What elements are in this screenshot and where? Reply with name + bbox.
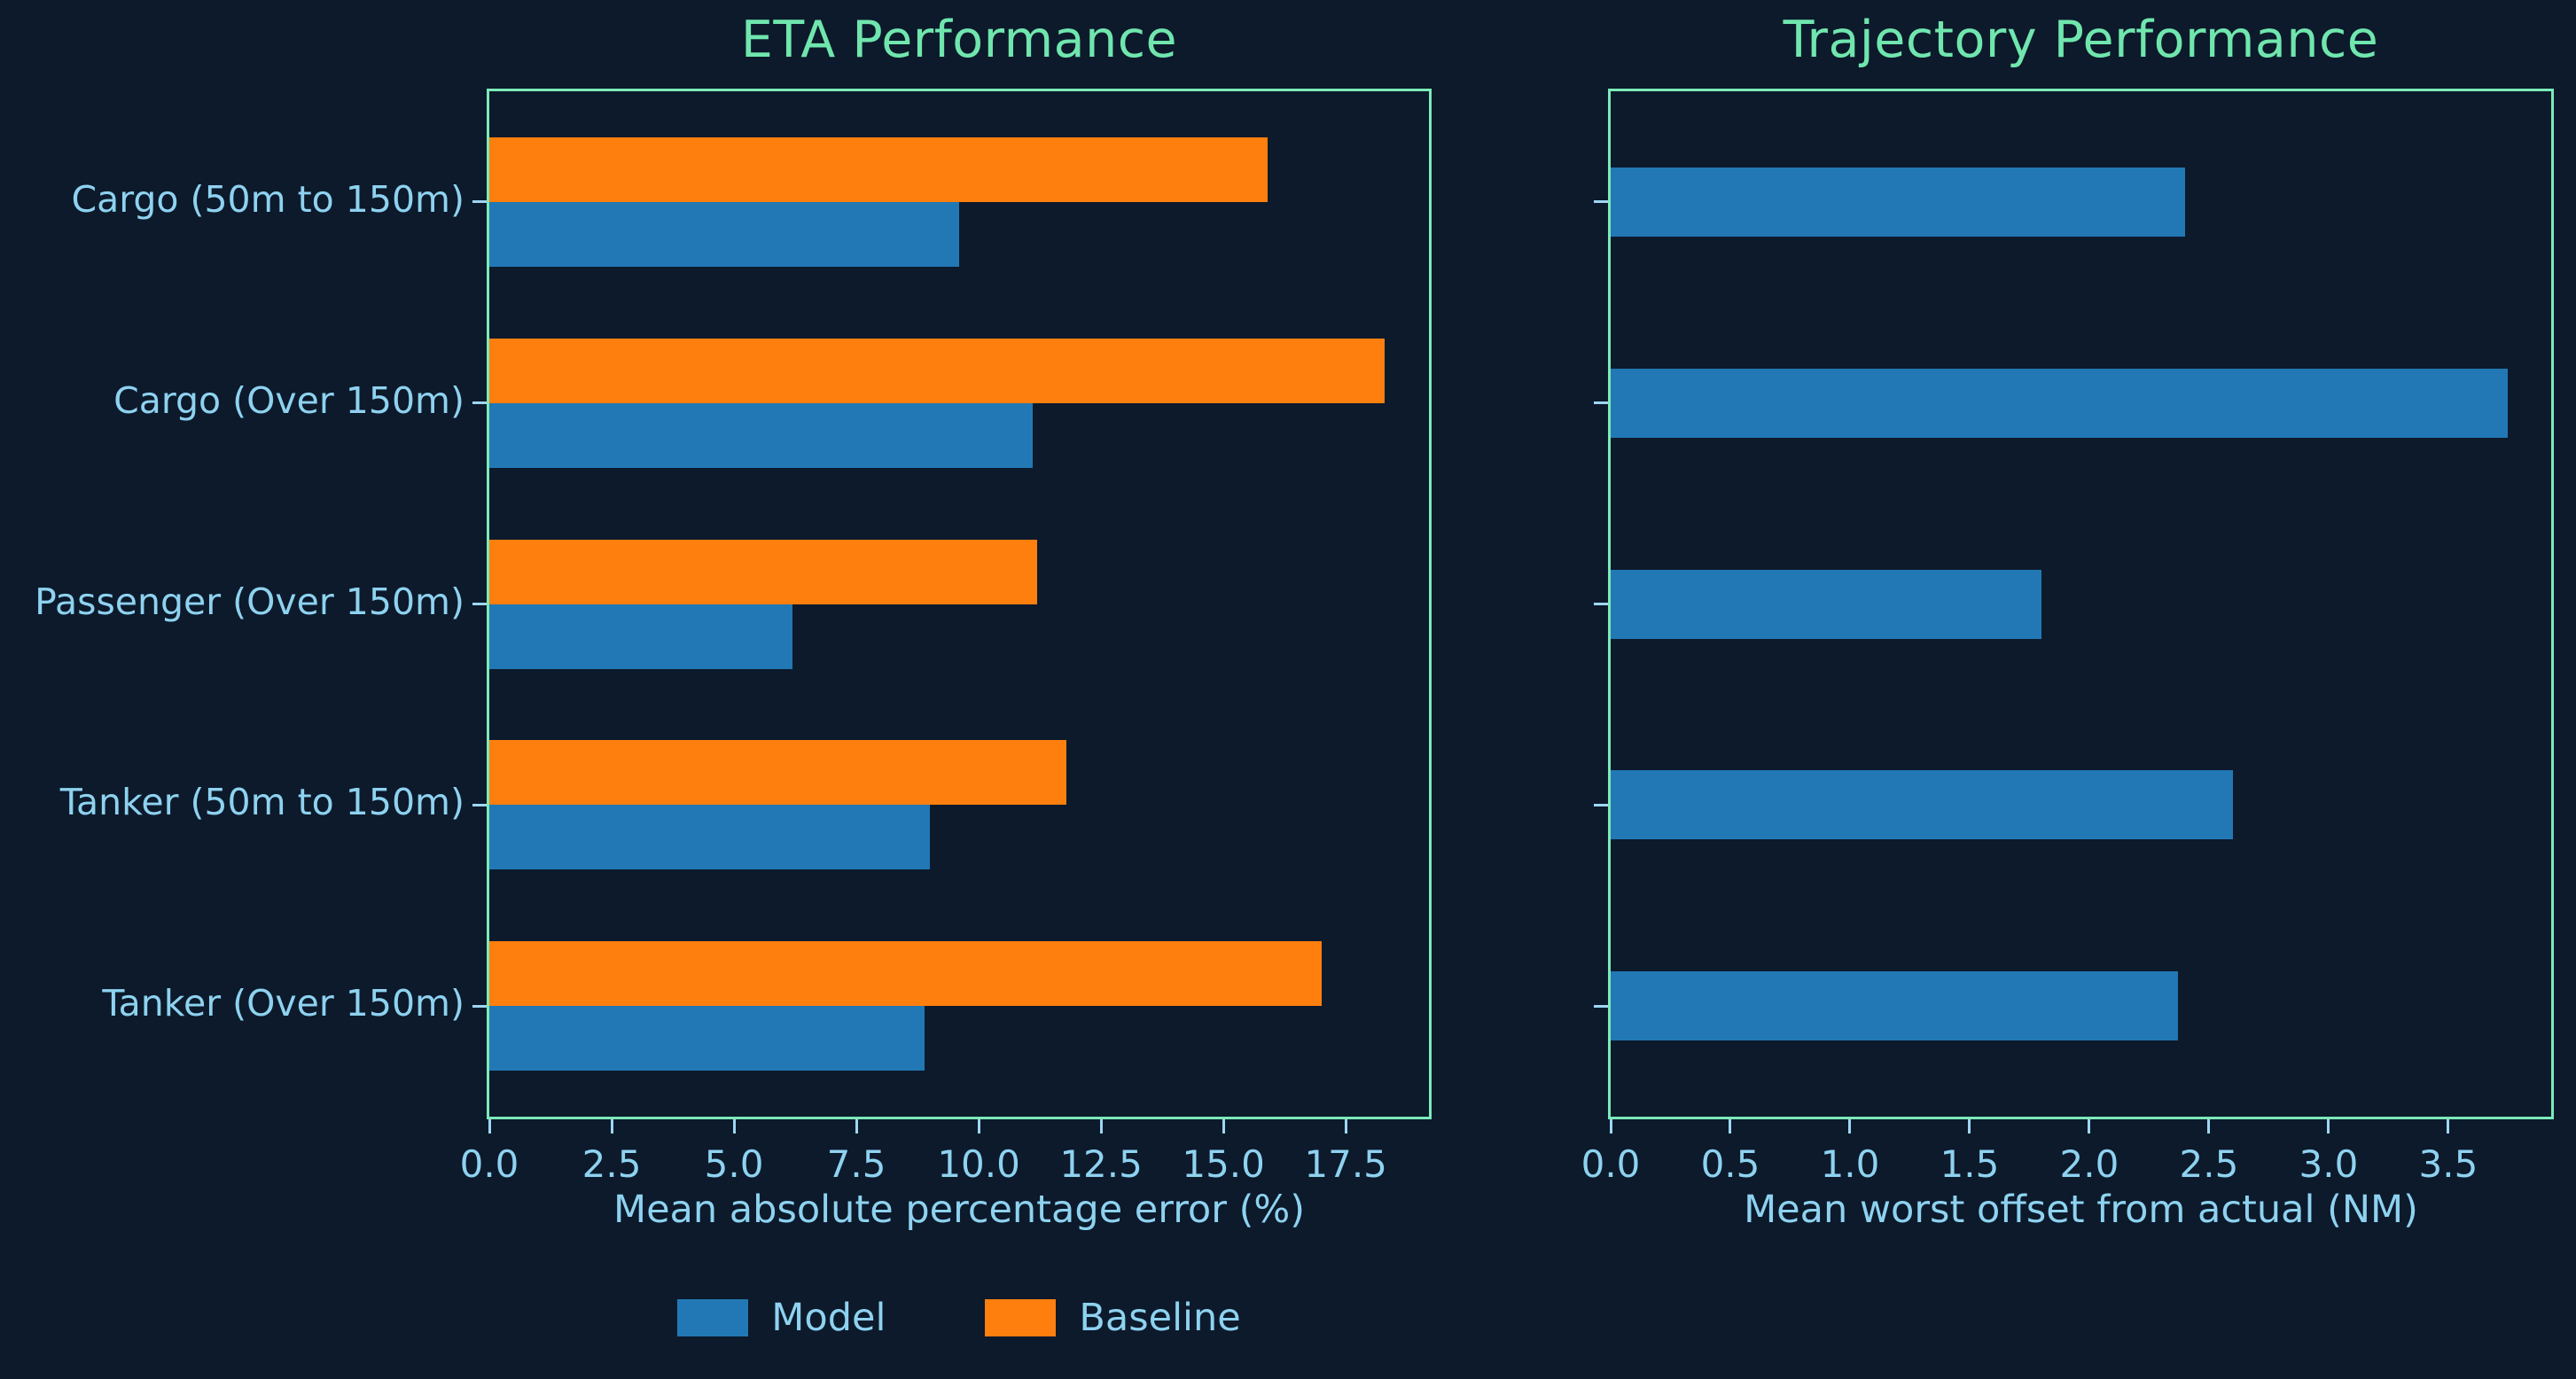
x-tick-0: [1609, 1119, 1612, 1134]
y-tick-cargo-over-150m: [1594, 401, 1608, 405]
y-tick-tanker-50m-to-150m: [472, 803, 487, 806]
x-tick-1.5: [1968, 1119, 1971, 1134]
x-tick-2.5: [610, 1119, 613, 1134]
baseline-color-swatch: [985, 1299, 1057, 1336]
legend-label-model: Model: [771, 1296, 886, 1340]
x-tick-label-1: 1.0: [1820, 1142, 1880, 1186]
bar-model-cargo-over-150m: [1611, 368, 2509, 438]
x-tick-label-1.5: 1.5: [1940, 1142, 2000, 1186]
x-tick-label-0.5: 0.5: [1700, 1142, 1760, 1186]
chart-title-eta: ETA Performance: [740, 11, 1178, 69]
bar-model-cargo-50m-to-150m: [489, 201, 959, 267]
bar-model-passenger-over-150m: [1611, 569, 2041, 639]
x-tick-3: [2327, 1119, 2330, 1134]
bar-baseline-tanker-over-150m: [489, 941, 1322, 1007]
x-tick-label-2.5: 2.5: [2179, 1142, 2239, 1186]
bar-model-cargo-50m-to-150m: [1611, 167, 2185, 237]
legend-item-baseline: Baseline: [985, 1296, 1241, 1340]
bar-model-tanker-50m-to-150m: [1611, 770, 2233, 840]
x-tick-17.5: [1344, 1119, 1347, 1134]
eta-plot-area: 0.0 2.5 5.0 7.5 10.0 12.5 15.0 17.5: [460, 89, 1432, 1186]
bar-baseline-tanker-50m-to-150m: [489, 740, 1067, 806]
bar-model-tanker-over-150m: [1611, 971, 2178, 1041]
category-label-tanker-50m-to-150m: Tanker (50m to 150m): [59, 781, 464, 824]
y-tick-cargo-50m-to-150m: [1594, 200, 1608, 204]
model-color-swatch: [677, 1299, 749, 1336]
category-axis-labels: Cargo (50m to 150m) Cargo (Over 150m) Pass…: [0, 89, 464, 1114]
legend-item-model: Model: [677, 1296, 886, 1340]
x-tick-7.5: [855, 1119, 858, 1134]
bar-model-passenger-over-150m: [489, 604, 793, 669]
x-tick-label-3.5: 3.5: [2418, 1142, 2478, 1186]
chart-title-trajectory: Trajectory Performance: [1783, 11, 2379, 69]
y-tick-tanker-over-150m: [472, 1004, 487, 1008]
x-tick-label-5: 5.0: [704, 1142, 764, 1186]
x-tick-label-0: 0.0: [459, 1142, 519, 1186]
x-tick-1: [1848, 1119, 1852, 1134]
x-tick-5: [732, 1119, 736, 1134]
x-tick-label-2.5: 2.5: [582, 1142, 642, 1186]
x-tick-label-15: 15.0: [1182, 1142, 1265, 1186]
x-tick-label-0: 0.0: [1581, 1142, 1641, 1186]
bar-baseline-cargo-50m-to-150m: [489, 136, 1268, 202]
bar-model-cargo-over-150m: [489, 402, 1033, 468]
bar-baseline-passenger-over-150m: [489, 539, 1038, 604]
category-label-passenger-over-150m: Passenger (Over 150m): [35, 580, 464, 623]
trajectory-plot-area: 0.0 0.5 1.0 1.5 2.0 2.5 3.0 3.5: [1581, 89, 2554, 1186]
bar-model-tanker-50m-to-150m: [489, 805, 930, 870]
x-tick-label-10: 10.0: [937, 1142, 1020, 1186]
category-label-cargo-over-150m: Cargo (Over 150m): [113, 378, 464, 422]
x-tick-3.5: [2447, 1119, 2450, 1134]
x-tick-0: [488, 1119, 491, 1134]
trajectory-x-axis-label: Mean worst offset from actual (NM): [1744, 1188, 2418, 1232]
legend-label-baseline: Baseline: [1079, 1296, 1241, 1340]
y-tick-cargo-50m-to-150m: [472, 200, 487, 204]
y-tick-tanker-over-150m: [1594, 1004, 1608, 1008]
y-tick-passenger-over-150m: [1594, 603, 1608, 605]
x-tick-label-2: 2.0: [2059, 1142, 2119, 1186]
x-tick-10: [977, 1119, 980, 1134]
category-label-cargo-50m-to-150m: Cargo (50m to 150m): [71, 177, 464, 221]
x-tick-label-17.5: 17.5: [1304, 1142, 1387, 1186]
bar-model-tanker-over-150m: [489, 1006, 925, 1071]
x-tick-12.5: [1099, 1119, 1103, 1134]
x-tick-15: [1222, 1119, 1225, 1134]
y-tick-cargo-over-150m: [472, 401, 487, 405]
x-tick-2.5: [2207, 1119, 2211, 1134]
x-tick-label-3: 3.0: [2299, 1142, 2359, 1186]
category-label-tanker-over-150m: Tanker (Over 150m): [102, 982, 464, 1025]
x-tick-label-12.5: 12.5: [1059, 1142, 1143, 1186]
y-tick-tanker-50m-to-150m: [1594, 803, 1608, 806]
x-tick-label-7.5: 7.5: [826, 1142, 886, 1186]
x-tick-0.5: [1729, 1119, 1732, 1134]
y-tick-passenger-over-150m: [472, 603, 487, 605]
eta-x-axis-label: Mean absolute percentage error (%): [613, 1188, 1305, 1232]
legend: Model Baseline: [489, 1296, 1429, 1340]
bar-baseline-cargo-over-150m: [489, 338, 1386, 403]
x-tick-2: [2088, 1119, 2091, 1134]
